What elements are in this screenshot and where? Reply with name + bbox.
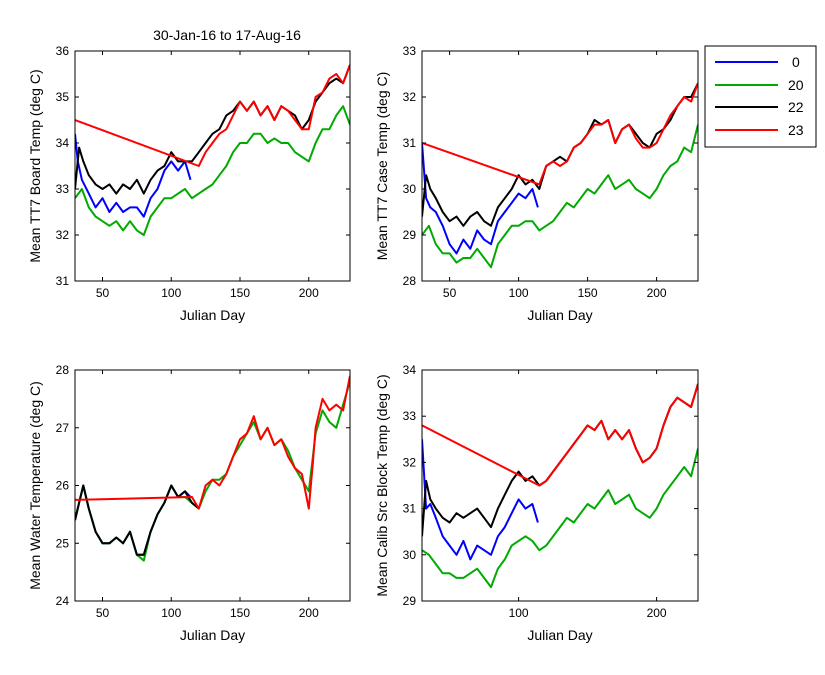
series-line-20: [422, 448, 698, 589]
axes-box: [74, 50, 351, 282]
x-tick-label: 200: [647, 606, 667, 620]
y-axis-label: Mean TT7 Board Temp (deg C): [27, 69, 43, 262]
y-axis-label: Mean TT7 Case Temp (deg C): [374, 72, 390, 261]
y-tick-label: 36: [56, 44, 70, 58]
legend-label: 22: [788, 99, 804, 115]
series-line-23: [422, 82, 698, 186]
axes-box: [421, 50, 699, 282]
y-tick-label: 29: [403, 228, 417, 242]
y-tick-label: 32: [403, 455, 417, 469]
series-line-0: [422, 142, 539, 255]
x-axis-label: Julian Day: [180, 307, 245, 323]
series-line-22: [75, 64, 350, 195]
x-tick-label: 150: [230, 286, 250, 300]
series-line-23: [75, 64, 350, 167]
y-tick-label: 27: [56, 421, 70, 435]
x-tick-label: 150: [230, 606, 250, 620]
series-line-0: [422, 439, 539, 561]
legend-entry: 0: [715, 54, 800, 70]
legend-entry: 22: [715, 99, 804, 115]
series-line-23: [422, 383, 698, 487]
series-group: [75, 375, 350, 562]
axes-box: [421, 369, 699, 602]
subplot: 50 100 150 200 24 25 26 27 28 Julian Day Mean Wate…: [27, 363, 351, 643]
y-tick-label: 33: [56, 182, 70, 196]
y-tick-label: 32: [56, 228, 70, 242]
x-tick-label: 100: [509, 286, 529, 300]
y-tick-label: 24: [56, 594, 70, 608]
y-tick-label: 25: [56, 536, 70, 550]
x-axis-label: Julian Day: [527, 627, 592, 643]
series-line-22: [422, 82, 698, 227]
figure-title: 30-Jan-16 to 17-Aug-16: [153, 27, 301, 43]
legend-label: 23: [788, 122, 804, 138]
y-tick-label: 28: [403, 274, 417, 288]
subplot: 100 200 29 30 31 32 33 34 Julian Day Mean Calib S…: [374, 363, 699, 643]
x-axis-label: Julian Day: [527, 307, 592, 323]
series-line-0: [75, 133, 192, 218]
series-line-20: [422, 124, 698, 269]
legend-entry: 20: [715, 77, 804, 93]
y-tick-label: 31: [403, 136, 417, 150]
x-tick-label: 150: [578, 286, 598, 300]
y-tick-label: 31: [56, 274, 70, 288]
series-line-23: [75, 375, 350, 510]
y-tick-label: 32: [403, 90, 417, 104]
legend-entry: 23: [715, 122, 804, 138]
x-tick-label: 100: [161, 286, 181, 300]
plot-area: [75, 51, 350, 281]
y-tick-label: 30: [403, 182, 417, 196]
legend: 0 20 22 23: [704, 45, 817, 148]
subplot: 50 100 150 200 31 32 33 34 35 36 Julian Day Mean TT…: [27, 44, 351, 323]
y-tick-label: 26: [56, 479, 70, 493]
y-tick-label: 31: [403, 502, 417, 516]
y-tick-label: 33: [403, 409, 417, 423]
y-tick-label: 29: [403, 594, 417, 608]
series-line-20: [75, 105, 350, 236]
series-group: [422, 82, 698, 269]
x-tick-label: 200: [299, 286, 319, 300]
x-tick-label: 200: [299, 606, 319, 620]
x-tick-label: 100: [509, 606, 529, 620]
series-group: [422, 383, 698, 589]
x-tick-label: 200: [647, 286, 667, 300]
x-tick-label: 100: [161, 606, 181, 620]
series-line-22: [75, 484, 200, 556]
plot-area: [422, 370, 698, 601]
y-axis-label: Mean Water Temperature (deg C): [27, 381, 43, 590]
y-tick-label: 28: [56, 363, 70, 377]
x-tick-label: 50: [96, 286, 110, 300]
legend-label: 0: [792, 54, 800, 70]
subplot: 50 100 150 200 28 29 30 31 32 33 Julian Day Mean TT…: [374, 44, 699, 323]
x-tick-label: 50: [96, 606, 110, 620]
y-tick-label: 30: [403, 548, 417, 562]
y-axis-label: Mean Calib Src Block Temp (deg C): [374, 374, 390, 596]
x-tick-label: 50: [443, 286, 457, 300]
y-tick-label: 34: [403, 363, 417, 377]
legend-label: 20: [788, 77, 804, 93]
y-tick-label: 34: [56, 136, 70, 150]
subplots: 50 100 150 200 31 32 33 34 35 36 Julian Day Mean TT…: [27, 44, 699, 643]
y-tick-label: 33: [403, 44, 417, 58]
y-tick-label: 35: [56, 90, 70, 104]
series-group: [75, 64, 350, 236]
x-axis-label: Julian Day: [180, 627, 245, 643]
